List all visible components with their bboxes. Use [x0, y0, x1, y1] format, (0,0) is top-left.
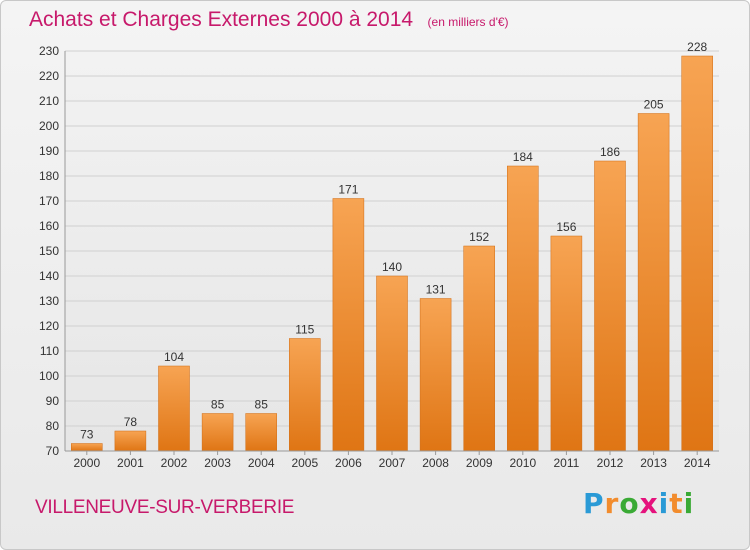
x-tick-label: 2013: [640, 456, 667, 470]
bar-2009: [463, 245, 495, 452]
x-tick-label: 2010: [509, 456, 536, 470]
bar-value-label: 184: [513, 150, 533, 164]
bar-2014: [681, 55, 713, 452]
bar-2004: [245, 413, 277, 452]
label-layer: 73 78 104 85 85 115 171 140 131 152 184 156 186 205 22…: [80, 40, 707, 442]
bar-value-label: 205: [644, 98, 664, 112]
bar-2000: [71, 443, 103, 452]
bar-2002: [158, 365, 190, 452]
y-tick-label: 180: [39, 169, 59, 183]
x-tick-label: 2005: [291, 456, 318, 470]
y-tick-label: 210: [39, 94, 59, 108]
bar-value-label: 104: [164, 350, 184, 364]
x-tick-label: 2011: [553, 456, 579, 470]
x-tick-label: 2012: [597, 456, 624, 470]
bar-2011: [550, 235, 583, 452]
y-tick-label: 130: [39, 294, 59, 308]
bar-2007: [376, 275, 408, 452]
bar-2010: [507, 165, 539, 452]
bar-2001: [114, 430, 147, 452]
bar-value-label: 156: [556, 220, 576, 234]
logo-letter: i: [658, 487, 670, 520]
y-tick-label: 90: [46, 394, 60, 408]
bar-2006: [332, 198, 365, 452]
y-tick-label: 170: [39, 194, 59, 208]
town-name: VILLENEUVE-SUR-VERBERIE: [35, 497, 295, 518]
bar-value-label: 228: [687, 40, 707, 54]
x-tick-label: 2002: [161, 456, 188, 470]
x-tick-label: 2001: [117, 456, 144, 470]
y-tick-label: 220: [39, 69, 59, 83]
bar-value-label: 73: [80, 428, 94, 442]
bar-value-label: 131: [426, 283, 446, 297]
x-tick-label: 2007: [379, 456, 406, 470]
y-tick-label: 120: [39, 319, 59, 333]
bar-2005: [289, 338, 321, 452]
bar-value-label: 171: [338, 183, 358, 197]
logo-letter: t: [669, 487, 684, 520]
bar-layer: [71, 55, 713, 452]
proxiti-logo: Proxiti: [583, 487, 694, 520]
bar-value-label: 115: [295, 323, 314, 337]
y-tick-label: 140: [39, 269, 59, 283]
y-tick-label: 160: [39, 219, 59, 233]
logo-letter: P: [583, 487, 605, 520]
logo-letter: r: [604, 487, 620, 520]
axis-layer: 7080901001101201301401501601701801902002…: [39, 44, 719, 470]
y-tick-label: 70: [46, 444, 60, 458]
x-tick-label: 2009: [466, 456, 493, 470]
bar-value-label: 78: [124, 415, 138, 429]
bar-value-label: 186: [600, 145, 620, 159]
x-tick-label: 2003: [204, 456, 231, 470]
x-tick-label: 2004: [248, 456, 275, 470]
bar-value-label: 152: [469, 230, 489, 244]
y-tick-label: 200: [39, 119, 59, 133]
bar-value-label: 85: [211, 398, 225, 412]
logo-letter: i: [683, 487, 695, 520]
chart-title: Achats et Charges Externes 2000 à 2014: [29, 8, 414, 31]
x-tick-label: 2006: [335, 456, 362, 470]
bar-2008: [419, 298, 452, 452]
y-tick-label: 80: [46, 419, 60, 433]
y-tick-label: 110: [40, 344, 59, 358]
bar-value-label: 140: [382, 260, 402, 274]
logo-letter: x: [639, 487, 659, 520]
chart-title-block: Achats et Charges Externes 2000 à 2014 (…: [29, 8, 509, 32]
bar-2003: [201, 413, 234, 452]
chart-subtitle: (en milliers d'€): [427, 15, 509, 29]
x-tick-label: 2000: [73, 456, 100, 470]
x-tick-label: 2014: [684, 456, 711, 470]
bar-value-label: 85: [255, 398, 269, 412]
logo-letter: o: [619, 487, 640, 520]
bar-2013: [637, 113, 670, 452]
y-tick-label: 230: [39, 44, 59, 58]
y-tick-label: 150: [39, 244, 59, 258]
x-tick-label: 2008: [422, 456, 449, 470]
y-tick-label: 190: [39, 144, 59, 158]
y-tick-label: 100: [39, 369, 59, 383]
bar-2012: [594, 160, 626, 452]
